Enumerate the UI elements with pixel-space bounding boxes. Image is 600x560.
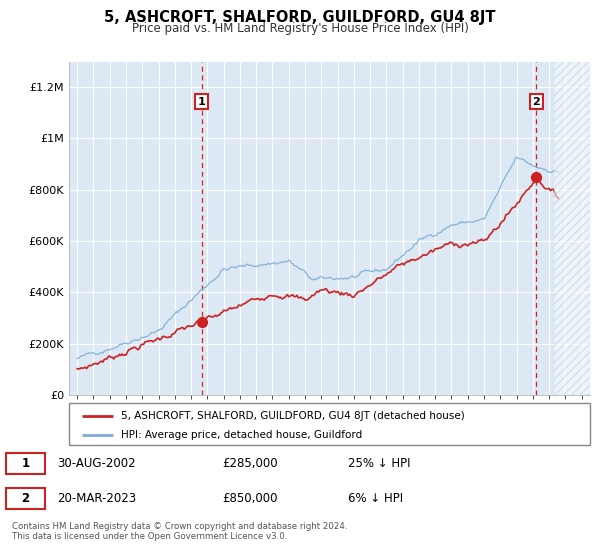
Text: 2: 2 bbox=[533, 96, 540, 106]
Text: 1: 1 bbox=[22, 457, 29, 470]
Text: Price paid vs. HM Land Registry's House Price Index (HPI): Price paid vs. HM Land Registry's House … bbox=[131, 22, 469, 35]
Text: HPI: Average price, detached house, Guildford: HPI: Average price, detached house, Guil… bbox=[121, 430, 362, 440]
Text: £850,000: £850,000 bbox=[222, 492, 277, 505]
Text: 30-AUG-2002: 30-AUG-2002 bbox=[57, 457, 136, 470]
Text: 20-MAR-2023: 20-MAR-2023 bbox=[57, 492, 136, 505]
Text: Contains HM Land Registry data © Crown copyright and database right 2024.
This d: Contains HM Land Registry data © Crown c… bbox=[12, 522, 347, 542]
FancyBboxPatch shape bbox=[6, 453, 45, 474]
Text: 6% ↓ HPI: 6% ↓ HPI bbox=[348, 492, 403, 505]
Text: 25% ↓ HPI: 25% ↓ HPI bbox=[348, 457, 410, 470]
Text: 5, ASHCROFT, SHALFORD, GUILDFORD, GU4 8JT (detached house): 5, ASHCROFT, SHALFORD, GUILDFORD, GU4 8J… bbox=[121, 411, 465, 421]
Point bbox=[197, 318, 206, 326]
Text: 2: 2 bbox=[22, 492, 29, 505]
FancyBboxPatch shape bbox=[69, 403, 590, 445]
Text: £285,000: £285,000 bbox=[222, 457, 278, 470]
FancyBboxPatch shape bbox=[6, 488, 45, 509]
Point bbox=[532, 172, 541, 181]
Text: 1: 1 bbox=[198, 96, 206, 106]
Text: 5, ASHCROFT, SHALFORD, GUILDFORD, GU4 8JT: 5, ASHCROFT, SHALFORD, GUILDFORD, GU4 8J… bbox=[104, 10, 496, 25]
